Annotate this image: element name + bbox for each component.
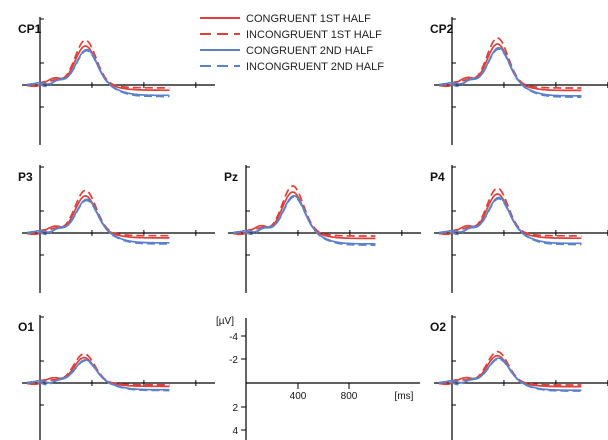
panel-title: O1	[18, 320, 34, 334]
scale-y-tick-label: 2	[232, 403, 238, 414]
panel-cp1: CP1	[18, 17, 215, 145]
panel-title: P3	[18, 170, 33, 184]
scale-x-tick-label: 800	[341, 391, 358, 402]
series-line-1	[27, 353, 170, 386]
series-line-1	[27, 189, 170, 237]
series-line-3	[232, 196, 376, 246]
panel-p4: P4	[430, 165, 608, 293]
panel-title: O2	[430, 320, 446, 334]
legend-label-congruent-2nd: CONGRUENT 2ND HALF	[246, 45, 373, 57]
panel-pz: Pz	[224, 165, 421, 293]
series-line-1	[439, 37, 582, 89]
panel-title: CP1	[18, 22, 42, 36]
panel-title: P4	[430, 170, 445, 184]
series-line-3	[438, 358, 582, 392]
scale-y-unit: [µV]	[216, 316, 234, 327]
panel-p3: P3	[18, 165, 215, 293]
legend-label-congruent-1st: CONGRUENT 1ST HALF	[246, 13, 371, 25]
panel-o2: O2	[430, 315, 608, 440]
panel-title: Pz	[224, 170, 238, 184]
series-line-1	[439, 350, 582, 386]
series-line-2	[26, 198, 170, 244]
legend: CONGRUENT 1ST HALF INCONGRUENT 1ST HALF …	[200, 13, 384, 73]
scale-x-unit: [ms]	[395, 391, 414, 402]
series-line-1	[439, 187, 582, 237]
panel-title: CP2	[430, 22, 454, 36]
series-line-1	[233, 185, 376, 237]
series-line-3	[26, 49, 170, 98]
scale-y-tick-label: -4	[229, 332, 238, 343]
erp-panels: CP1 CP2 P3 Pz P4 O1 O2	[18, 17, 608, 440]
series-line-3	[26, 359, 170, 392]
scale-y-tick-label: -2	[229, 355, 238, 366]
scale-y-tick-label: 4	[232, 426, 238, 437]
scale-reference: [µV] -4 -2 2 4 400 800 [ms]	[216, 316, 420, 440]
series-line-3	[438, 197, 582, 246]
panel-o1: O1	[18, 315, 215, 440]
scale-x-tick-label: 400	[290, 391, 307, 402]
series-line-3	[26, 199, 170, 245]
legend-label-incongruent-1st: INCONGRUENT 1ST HALF	[246, 29, 382, 41]
panel-cp2: CP2	[430, 17, 608, 145]
series-line-1	[27, 39, 170, 89]
legend-label-incongruent-2nd: INCONGRUENT 2ND HALF	[246, 61, 384, 73]
series-line-3	[438, 48, 582, 98]
